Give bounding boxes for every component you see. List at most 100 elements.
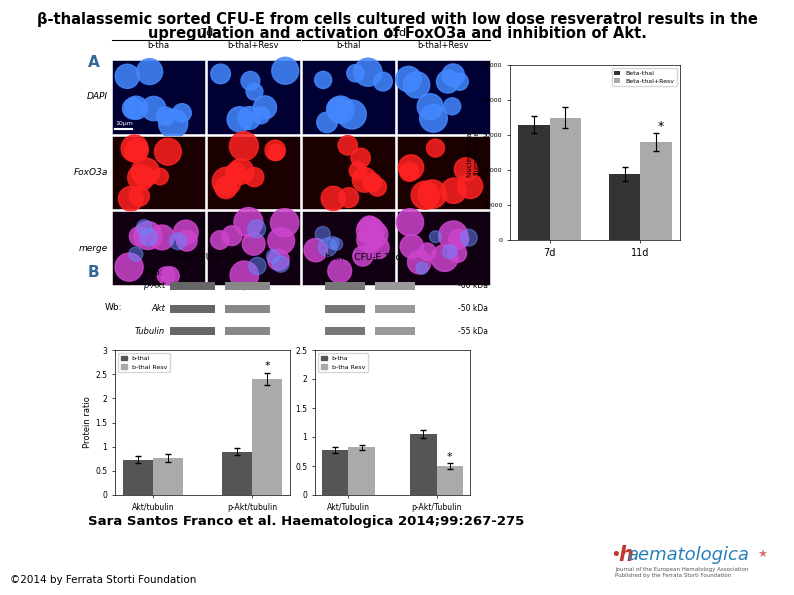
Text: 11d: 11d (385, 28, 407, 38)
Text: Tubulin: Tubulin (135, 327, 165, 336)
Circle shape (403, 72, 430, 98)
Circle shape (326, 236, 339, 249)
Circle shape (426, 139, 445, 157)
Text: C: C (189, 350, 195, 359)
Circle shape (437, 70, 459, 93)
Circle shape (245, 168, 264, 187)
Circle shape (330, 238, 343, 250)
FancyBboxPatch shape (375, 305, 415, 312)
Bar (609, 174, 641, 240)
FancyBboxPatch shape (302, 60, 395, 134)
FancyBboxPatch shape (375, 282, 415, 290)
Circle shape (328, 259, 352, 283)
Text: merge: merge (79, 244, 108, 253)
Circle shape (327, 96, 354, 123)
FancyBboxPatch shape (207, 60, 300, 134)
FancyBboxPatch shape (375, 327, 415, 336)
Circle shape (172, 104, 191, 122)
Circle shape (444, 98, 461, 115)
Circle shape (212, 167, 241, 196)
FancyBboxPatch shape (112, 60, 205, 134)
Legend: Beta-thal, Beta-thal+Resv: Beta-thal, Beta-thal+Resv (611, 68, 676, 86)
Circle shape (449, 229, 468, 249)
FancyBboxPatch shape (112, 136, 205, 209)
Bar (437, 466, 463, 495)
Circle shape (451, 73, 468, 90)
Y-axis label: Nuclear mean
fluorescence: Nuclear mean fluorescence (467, 128, 480, 177)
Circle shape (461, 229, 477, 246)
Circle shape (399, 155, 424, 180)
Circle shape (125, 139, 148, 162)
Circle shape (141, 96, 166, 121)
Circle shape (129, 186, 149, 206)
Circle shape (430, 231, 441, 243)
Circle shape (321, 186, 345, 211)
Circle shape (125, 96, 148, 120)
Circle shape (222, 226, 242, 246)
Circle shape (363, 173, 382, 192)
Circle shape (304, 239, 327, 262)
FancyBboxPatch shape (325, 305, 365, 312)
Text: 10μm: 10μm (115, 121, 133, 126)
FancyBboxPatch shape (325, 327, 365, 336)
Circle shape (215, 177, 237, 199)
Bar (322, 450, 349, 495)
Circle shape (157, 267, 175, 284)
Circle shape (395, 67, 422, 92)
Circle shape (431, 245, 458, 271)
Circle shape (353, 246, 373, 266)
Circle shape (161, 267, 179, 285)
Circle shape (420, 105, 447, 132)
Text: b-thal CFU-E 7d: b-thal CFU-E 7d (165, 253, 236, 262)
Circle shape (134, 221, 162, 249)
Circle shape (443, 245, 457, 259)
Circle shape (249, 258, 266, 274)
Circle shape (362, 222, 388, 248)
Circle shape (170, 233, 187, 250)
Bar (641, 142, 673, 240)
Legend: b-tha, b-tha Resv: b-tha, b-tha Resv (318, 353, 368, 372)
Circle shape (242, 233, 265, 255)
Circle shape (407, 250, 431, 274)
Circle shape (438, 221, 468, 250)
Circle shape (351, 148, 370, 168)
Circle shape (448, 244, 467, 262)
Circle shape (396, 209, 423, 236)
Circle shape (156, 107, 175, 125)
Text: ★: ★ (757, 550, 767, 560)
Text: ©2014 by Ferrata Storti Foundation: ©2014 by Ferrata Storti Foundation (10, 575, 196, 585)
Text: *: * (264, 361, 270, 371)
Circle shape (129, 227, 148, 246)
Circle shape (265, 140, 285, 161)
Circle shape (366, 236, 389, 259)
Bar (349, 447, 375, 495)
Circle shape (442, 64, 464, 86)
Circle shape (267, 250, 279, 263)
Text: Akt: Akt (151, 304, 165, 313)
Circle shape (354, 58, 382, 86)
Circle shape (318, 238, 337, 256)
FancyBboxPatch shape (225, 305, 270, 312)
Circle shape (121, 135, 148, 162)
Text: Wb:: Wb: (147, 268, 164, 277)
Circle shape (315, 227, 330, 242)
Text: b-thal: b-thal (336, 41, 360, 50)
Circle shape (411, 181, 439, 209)
Text: b-tha: b-tha (148, 41, 170, 50)
Circle shape (399, 162, 419, 181)
Circle shape (418, 243, 436, 260)
Circle shape (122, 98, 144, 119)
Text: Published by the Ferrata Storti Foundation: Published by the Ferrata Storti Foundati… (615, 573, 731, 578)
Circle shape (152, 168, 168, 185)
Text: 7d: 7d (198, 28, 213, 38)
Circle shape (210, 231, 229, 249)
Circle shape (349, 162, 367, 179)
FancyBboxPatch shape (325, 282, 365, 290)
Text: Journal of the European Hematology Association: Journal of the European Hematology Assoc… (615, 567, 749, 572)
Circle shape (129, 247, 143, 261)
Bar (549, 117, 581, 240)
Circle shape (359, 216, 380, 237)
Text: A: A (88, 55, 100, 70)
Text: β-thalassemic sorted CFU-E from cells cultured with low dose resveratrol results: β-thalassemic sorted CFU-E from cells cu… (37, 12, 757, 27)
Circle shape (454, 158, 477, 181)
